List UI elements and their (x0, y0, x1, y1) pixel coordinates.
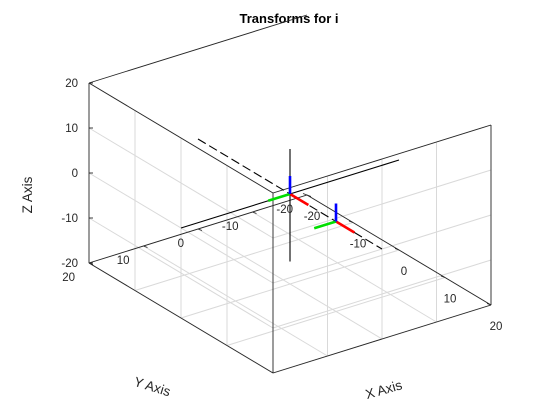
y-tick-mark (252, 211, 257, 214)
box-edge (88, 14, 308, 84)
y-tick-label: 20 (62, 272, 75, 284)
x-tick-label: 20 (490, 321, 503, 333)
tick-labels: -20 -10 0 10 20 -20 -10 0 10 20 -20 -10 0 10 20 (61, 78, 502, 333)
x-tick-label: -20 (304, 211, 321, 223)
grid-line-floor-y (197, 228, 383, 340)
frame-x-axis (289, 192, 310, 207)
frame-x-axis (335, 220, 356, 234)
grid-line-side-z (272, 169, 492, 239)
z-tick-label: -10 (61, 213, 78, 225)
y-tick-mark (306, 194, 312, 197)
chart-title: Transforms for i (240, 11, 339, 26)
y-tick-mark (88, 262, 94, 265)
x-tick-mark (302, 193, 308, 196)
z-tick-label: 10 (65, 123, 78, 135)
z-tick-label: -20 (61, 258, 78, 270)
box-edge (272, 304, 492, 374)
box-edge (272, 124, 492, 194)
grid-line-floor-y (252, 211, 437, 323)
z-tick-label: 20 (65, 78, 78, 90)
x-tick-mark (394, 248, 400, 251)
y-tick-mark (197, 228, 203, 231)
x-tick-mark (440, 275, 446, 278)
x-tick-label: 10 (444, 294, 457, 306)
box-edge (88, 82, 274, 194)
x-tick-mark (348, 220, 354, 223)
y-tick-label: -20 (276, 204, 293, 216)
y-tick-label: 10 (117, 255, 130, 267)
grid-line-back-z (88, 127, 274, 239)
y-tick-label: -10 (222, 221, 239, 233)
z-axis-label: Z Axis (20, 176, 35, 213)
plot-area (180, 138, 400, 262)
z-tick-label: 0 (72, 168, 78, 180)
grid-line-floor-y (143, 245, 328, 357)
x-tick-label: -10 (350, 239, 367, 251)
frame-y-axis (267, 192, 291, 203)
grid-line-side-z (272, 259, 492, 329)
x-tick-label: 0 (401, 266, 407, 278)
y-tick-label: 0 (178, 238, 184, 250)
y-tick-mark (143, 245, 148, 248)
grid-line-back-z (88, 217, 274, 329)
x-tick-mark (486, 303, 492, 306)
box-edge (88, 262, 274, 374)
frame-y-axis (313, 220, 337, 230)
